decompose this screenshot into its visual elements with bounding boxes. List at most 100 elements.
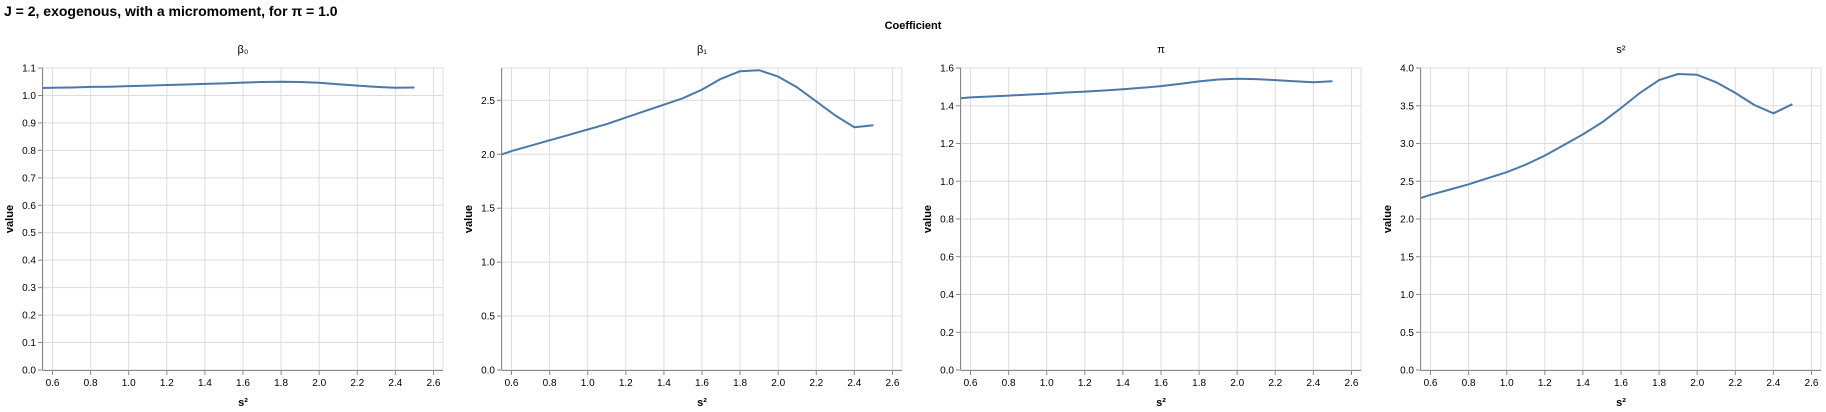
- panel-2: 0.6 0.8 1.0 1.2 1.4 1.6 1.8 2.0 2.2 2.4 2.6 0.0 0.5 1…: [463, 44, 903, 409]
- y-tick-label: 0.0: [22, 366, 36, 377]
- y-tick-label: 0.3: [22, 283, 36, 294]
- facet-header: Coefficient: [884, 20, 942, 32]
- y-tick-label: 0.4: [940, 290, 954, 301]
- y-tick-label: 0.7: [22, 173, 36, 184]
- y-tick-label: 0.1: [22, 338, 36, 349]
- y-tick-label: 0.6: [22, 201, 36, 212]
- x-tick-label: 2.2: [1728, 378, 1742, 389]
- y-tick-label: 1.4: [940, 101, 954, 112]
- x-tick-label: 1.6: [695, 378, 709, 389]
- y-tick-label: 1.6: [940, 64, 954, 75]
- x-tick-label: 1.2: [619, 378, 633, 389]
- y-tick-label: 1.0: [481, 258, 495, 269]
- y-tick-label: 1.1: [22, 64, 36, 75]
- x-tick-label: 2.4: [847, 378, 861, 389]
- x-tick-label: 1.0: [581, 378, 595, 389]
- x-tick-label: 1.6: [236, 378, 250, 389]
- x-tick-label: 0.8: [84, 378, 98, 389]
- y-axis-label: value: [922, 205, 934, 233]
- y-tick-label: 1.5: [481, 204, 495, 215]
- y-tick-label: 1.5: [1400, 252, 1414, 263]
- panel-title: β₁: [697, 44, 707, 56]
- y-axis-label: value: [1382, 205, 1394, 233]
- x-tick-label: 0.6: [46, 378, 60, 389]
- panel-1: 0.6 0.8 1.0 1.2 1.4 1.6 1.8 2.0 2.2 2.4 2.6 0.0 0.1 0…: [4, 44, 444, 409]
- y-tick-label: 0.0: [481, 366, 495, 377]
- y-tick-label: 0.6: [940, 252, 954, 263]
- x-tick-label: 2.2: [809, 378, 823, 389]
- y-tick-label: 1.0: [22, 91, 36, 102]
- page-title: J = 2, exogenous, with a micromoment, fo…: [4, 3, 338, 19]
- y-tick-label: 0.5: [1400, 328, 1414, 339]
- x-tick-label: 1.4: [198, 378, 212, 389]
- panel-3: 0.6 0.8 1.0 1.2 1.4 1.6 1.8 2.0 2.2 2.4 2.6 0.0 0.2 0…: [922, 44, 1362, 409]
- x-axis-label: s²: [1156, 397, 1166, 409]
- x-tick-label: 2.0: [312, 378, 326, 389]
- x-tick-label: 0.6: [505, 378, 519, 389]
- panel-4: 0.6 0.8 1.0 1.2 1.4 1.6 1.8 2.0 2.2 2.4 2.6 0.0 0.5 1…: [1382, 44, 1822, 409]
- y-tick-label: 1.0: [940, 177, 954, 188]
- x-tick-label: 1.0: [122, 378, 136, 389]
- x-tick-label: 1.8: [733, 378, 747, 389]
- x-tick-label: 1.4: [1576, 378, 1590, 389]
- x-tick-label: 1.0: [1500, 378, 1514, 389]
- x-tick-label: 2.2: [1268, 378, 1282, 389]
- y-tick-label: 4.0: [1400, 64, 1414, 75]
- y-tick-label: 0.4: [22, 256, 36, 267]
- x-tick-label: 2.6: [886, 378, 900, 389]
- x-tick-label: 1.8: [274, 378, 288, 389]
- x-tick-label: 0.8: [543, 378, 557, 389]
- x-tick-label: 0.6: [1424, 378, 1438, 389]
- series-line: [1420, 73, 1793, 199]
- y-tick-label: 1.0: [1400, 290, 1414, 301]
- y-tick-label: 0.9: [22, 118, 36, 129]
- y-tick-label: 0.5: [481, 312, 495, 323]
- x-tick-label: 2.4: [388, 378, 402, 389]
- x-axis-label: s²: [238, 397, 248, 409]
- x-tick-label: 1.2: [1078, 378, 1092, 389]
- x-tick-label: 1.0: [1040, 378, 1054, 389]
- x-tick-label: 2.6: [1345, 378, 1359, 389]
- x-tick-label: 1.6: [1154, 378, 1168, 389]
- x-axis-label: s²: [697, 397, 707, 409]
- y-tick-label: 0.2: [22, 311, 36, 322]
- y-tick-label: 2.5: [481, 96, 495, 107]
- x-tick-label: 2.4: [1766, 378, 1780, 389]
- x-tick-label: 2.6: [1805, 378, 1819, 389]
- x-tick-label: 2.6: [427, 378, 441, 389]
- x-tick-label: 1.6: [1614, 378, 1628, 389]
- x-tick-label: 1.4: [1116, 378, 1130, 389]
- x-tick-label: 1.2: [160, 378, 174, 389]
- y-tick-label: 3.0: [1400, 139, 1414, 150]
- x-tick-label: 1.8: [1652, 378, 1666, 389]
- x-tick-label: 1.2: [1538, 378, 1552, 389]
- y-tick-label: 1.2: [940, 139, 954, 150]
- y-tick-label: 2.0: [481, 150, 495, 161]
- y-tick-label: 0.8: [940, 215, 954, 226]
- panel-title: π: [1157, 44, 1165, 56]
- x-tick-label: 0.8: [1002, 378, 1016, 389]
- x-tick-label: 2.0: [771, 378, 785, 389]
- y-tick-label: 0.8: [22, 146, 36, 157]
- x-tick-label: 2.4: [1306, 378, 1320, 389]
- y-tick-label: 3.5: [1400, 101, 1414, 112]
- panel-title: s²: [1616, 44, 1626, 56]
- x-tick-label: 2.0: [1690, 378, 1704, 389]
- y-tick-label: 2.0: [1400, 215, 1414, 226]
- series-line: [960, 77, 1333, 100]
- x-tick-label: 0.8: [1462, 378, 1476, 389]
- series-line: [42, 80, 415, 89]
- y-tick-label: 0.0: [1400, 366, 1414, 377]
- x-tick-label: 2.2: [350, 378, 364, 389]
- x-tick-label: 1.4: [657, 378, 671, 389]
- x-axis-label: s²: [1616, 397, 1626, 409]
- y-tick-label: 0.5: [22, 228, 36, 239]
- x-tick-label: 1.8: [1192, 378, 1206, 389]
- y-axis-label: value: [463, 205, 475, 233]
- x-tick-label: 2.0: [1230, 378, 1244, 389]
- y-tick-label: 0.0: [940, 366, 954, 377]
- x-tick-label: 0.6: [964, 378, 978, 389]
- series-line: [501, 69, 874, 156]
- y-tick-label: 0.2: [940, 328, 954, 339]
